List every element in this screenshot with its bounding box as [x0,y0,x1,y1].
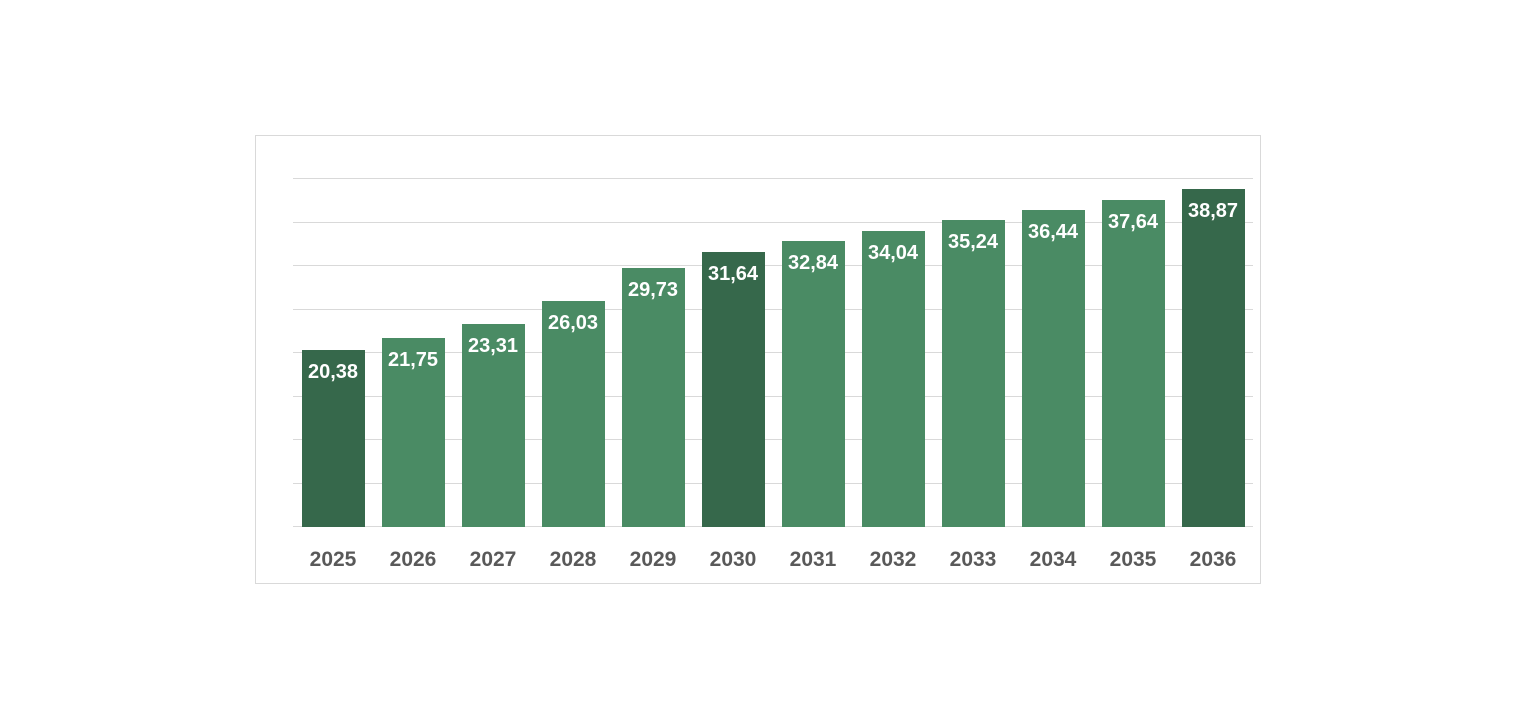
bar-chart: 20,38 21,75 23,31 26,03 29,73 31,64 32,84 34,04… [255,135,1261,584]
bar-slot-2029: 29,73 [613,179,693,527]
gridline [293,395,1253,397]
bar-slot-2033: 35,24 [933,179,1013,527]
x-axis-label-2029: 2029 [629,548,677,571]
data-label-2034: 36,44 [1027,220,1079,243]
gridline [293,308,1253,310]
bar-2028: 26,03 [541,300,605,527]
x-axis-line [293,526,1253,527]
bar-2036: 38,87 [1181,188,1245,527]
x-axis-label-2030: 2030 [709,548,757,571]
bar-2030: 31,64 [701,251,765,527]
gridline [293,352,1253,353]
x-axis-label-2035: 2035 [1109,548,1157,571]
data-label-2028: 26,03 [547,311,599,334]
bar-slot-2030: 31,64 [693,179,773,527]
bar-2033: 35,24 [941,220,1005,527]
bar-2034: 36,44 [1021,209,1085,527]
bar-2025: 20,38 [301,349,365,527]
bar-2031: 32,84 [781,241,845,527]
x-axis-label-2033: 2033 [949,548,997,571]
bar-slot-2036: 38,87 [1173,179,1253,527]
bar-2027: 23,31 [461,324,525,527]
data-label-2025: 20,38 [307,360,359,383]
gridline [293,439,1253,440]
data-label-2035: 37,64 [1107,210,1159,233]
x-axis-label-2026: 2026 [389,548,437,571]
gridline [293,482,1253,484]
data-label-2033: 35,24 [947,231,999,254]
data-label-2029: 29,73 [627,279,679,302]
bar-slot-2028: 26,03 [533,179,613,527]
bar-2032: 34,04 [861,230,925,527]
x-axis-label-2031: 2031 [789,548,837,571]
x-axis-label-2032: 2032 [869,548,917,571]
x-axis-label-2028: 2028 [549,548,597,571]
data-label-2026: 21,75 [387,348,439,371]
gridline [293,178,1253,179]
plot-area: 20,38 21,75 23,31 26,03 29,73 31,64 32,84 34,04… [293,178,1253,527]
x-axis-label-2036: 2036 [1189,548,1237,571]
bar-slot-2026: 21,75 [373,179,453,527]
gridline [293,221,1253,223]
data-label-2031: 32,84 [787,252,839,275]
bar-2026: 21,75 [381,337,445,527]
data-label-2036: 38,87 [1187,199,1239,222]
x-axis-labels: 2025 2026 2027 2028 2029 2030 2031 2032 2033 2034… [293,527,1253,572]
bar-2035: 37,64 [1101,199,1165,527]
x-axis-label-2027: 2027 [469,548,517,571]
bar-slot-2027: 23,31 [453,179,533,527]
x-axis-label-2025: 2025 [309,548,357,571]
bar-slot-2035: 37,64 [1093,179,1173,527]
data-label-2032: 34,04 [867,241,919,264]
bars-container: 20,38 21,75 23,31 26,03 29,73 31,64 32,84 34,04… [293,179,1253,527]
bar-2029: 29,73 [621,268,685,527]
data-label-2030: 31,64 [707,262,759,285]
data-label-2027: 23,31 [467,335,519,358]
bar-slot-2031: 32,84 [773,179,853,527]
gridline [293,265,1253,266]
bar-slot-2034: 36,44 [1013,179,1093,527]
bar-slot-2025: 20,38 [293,179,373,527]
x-axis-label-2034: 2034 [1029,548,1077,571]
bar-slot-2032: 34,04 [853,179,933,527]
